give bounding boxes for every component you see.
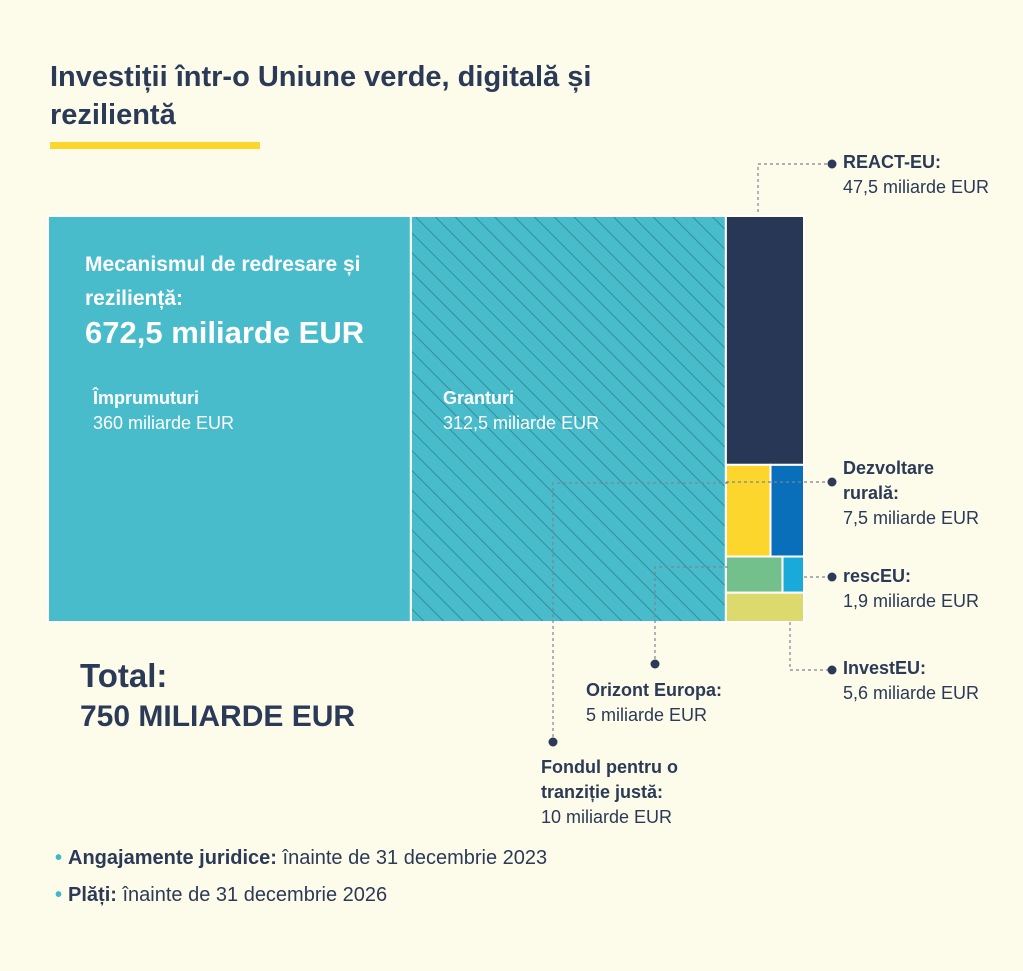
horizon-leader-dot [650,659,660,669]
loans-value: 360 miliarde EUR [93,413,235,433]
react-eu-block [724,215,806,466]
note-text: înainte de 31 decembrie 2026 [116,884,388,906]
loans-label: Împrumuturi 360 miliarde EUR [93,386,234,436]
grants-value: 312,5 miliarde EUR [443,413,600,433]
resceu-value: 1,9 miliarde EUR [843,591,980,611]
investeu-value: 5,6 miliarde EUR [843,683,980,703]
note-text: înainte de 31 decembrie 2023 [276,847,548,869]
note-bold: Plăți: [68,884,117,906]
resceu-block [781,555,806,594]
grants-label: Granturi 312,5 miliarde EUR [443,386,599,436]
react-eu-label: REACT-EU: 47,5 miliarde EUR [843,150,989,200]
investeu-block [724,591,806,623]
rural-value: 7,5 miliarde EUR [843,508,980,528]
horizon-block [724,555,784,594]
total-label: Total: [80,657,168,694]
note-payments: • Plăți: înainte de 31 decembrie 2026 [55,882,387,908]
grants-name: Granturi [443,388,515,408]
rrf-label: Mecanismul de redresare și reziliență: [85,253,361,310]
react-eu-name: REACT-EU: [843,152,941,172]
horizon-leader [654,566,728,664]
investeu-leader-dot [827,665,837,675]
horizon-name: Orizont Europa: [586,680,722,700]
rural-name: Dezvoltare rurală: [843,458,935,503]
rural-block [769,463,806,558]
page-title: Investiții într-o Uniune verde, digitală… [50,61,592,131]
jtf-name: Fondul pentru o tranziție justă: [541,757,678,802]
investeu-name: InvestEU: [843,658,927,678]
total-value: 750 MILIARDE EUR [80,700,356,733]
bullet-icon: • [55,847,63,869]
resceu-name: rescEU: [843,566,912,586]
note-legal-commitments: • Angajamente juridice: înainte de 31 dec… [55,845,547,871]
loans-name: Împrumuturi [93,388,199,408]
react-eu-leader-dot [827,159,837,169]
horizon-label: Orizont Europa: 5 miliarde EUR [586,678,722,728]
bullet-icon: • [55,884,63,906]
react-eu-value: 47,5 miliarde EUR [843,177,990,197]
rural-leader-dot [827,477,837,487]
jtf-leader-dot [548,737,558,747]
resceu-label: rescEU: 1,9 miliarde EUR [843,564,979,614]
jtf-block [724,463,772,558]
loans-block [47,215,412,623]
jtf-value: 10 miliarde EUR [541,807,673,827]
rural-label: Dezvoltare rurală: 7,5 miliarde EUR [843,456,983,531]
rrf-value: 672,5 miliarde EUR [85,315,365,350]
investeu-label: InvestEU: 5,6 miliarde EUR [843,656,979,706]
jtf-label: Fondul pentru o tranziție justă: 10 mili… [541,755,721,830]
resceu-leader-dot [827,572,837,582]
jtf-leader [552,482,728,742]
react-eu-leader [757,163,830,212]
horizon-value: 5 miliarde EUR [586,705,708,725]
investeu-leader [789,622,832,671]
note-bold: Angajamente juridice: [68,847,277,869]
grants-block [409,215,727,623]
title-underline [50,142,260,149]
